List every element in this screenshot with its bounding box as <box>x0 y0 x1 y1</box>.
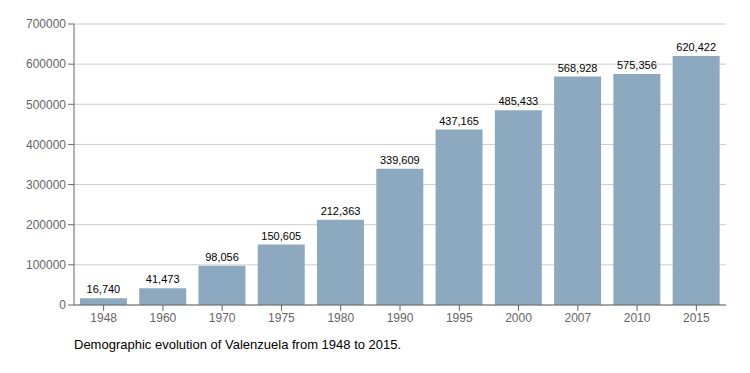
svg-text:41,473: 41,473 <box>146 273 180 285</box>
svg-text:1995: 1995 <box>446 311 473 325</box>
svg-text:400000: 400000 <box>26 138 66 152</box>
svg-text:700000: 700000 <box>26 17 66 31</box>
svg-text:2000: 2000 <box>505 311 532 325</box>
svg-text:437,165: 437,165 <box>439 115 479 127</box>
svg-text:200000: 200000 <box>26 218 66 232</box>
svg-text:500000: 500000 <box>26 98 66 112</box>
svg-text:339,609: 339,609 <box>380 154 420 166</box>
svg-text:2015: 2015 <box>683 311 710 325</box>
svg-text:98,056: 98,056 <box>205 251 239 263</box>
svg-text:1948: 1948 <box>90 311 117 325</box>
svg-text:1990: 1990 <box>387 311 414 325</box>
svg-text:16,740: 16,740 <box>87 283 121 295</box>
svg-text:1975: 1975 <box>268 311 295 325</box>
svg-text:600000: 600000 <box>26 57 66 71</box>
svg-text:568,928: 568,928 <box>558 62 598 74</box>
svg-text:150,605: 150,605 <box>261 230 301 242</box>
svg-text:1970: 1970 <box>209 311 236 325</box>
svg-text:300000: 300000 <box>26 178 66 192</box>
svg-text:2007: 2007 <box>564 311 591 325</box>
svg-text:620,422: 620,422 <box>676 41 716 53</box>
svg-text:212,363: 212,363 <box>321 205 361 217</box>
svg-text:1980: 1980 <box>327 311 354 325</box>
svg-text:2010: 2010 <box>624 311 651 325</box>
svg-text:1960: 1960 <box>150 311 177 325</box>
svg-text:485,433: 485,433 <box>498 95 538 107</box>
svg-text:0: 0 <box>59 298 66 312</box>
svg-text:575,356: 575,356 <box>617 59 657 71</box>
html-text:Demographic evolution of Valen: Demographic evolution of Valenzuela from… <box>74 337 402 352</box>
svg-text:100000: 100000 <box>26 258 66 272</box>
